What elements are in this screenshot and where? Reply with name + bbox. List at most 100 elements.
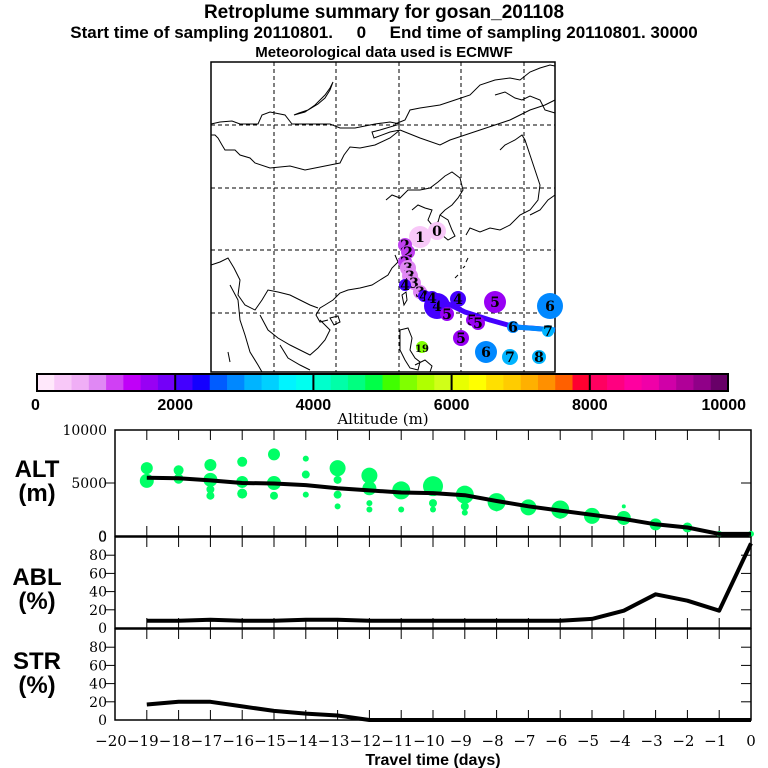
alt-scatter-point (429, 499, 437, 508)
alt-scatter-point (366, 506, 373, 513)
colorbar-cell (347, 374, 366, 391)
alt-scatter-point (237, 488, 248, 499)
alt-scatter-point (302, 455, 309, 462)
colorbar-cell (624, 374, 643, 391)
alt-scatter-point (334, 503, 341, 510)
str-label: STR (13, 648, 61, 675)
alt-scatter-point (621, 504, 626, 509)
colorbar-cell (192, 374, 211, 391)
altitude-colorbar: 0 2000 4000 6000 8000 10000 Altitude (m) (31, 373, 746, 428)
plume-cluster-circle (537, 293, 563, 319)
coastlines (210, 64, 556, 373)
x-tick-label: −10 (413, 732, 445, 750)
plume-cluster-marker: 5 (471, 316, 485, 332)
plume-cluster-circle (532, 350, 546, 364)
plume-cluster-day-label: 0 (432, 224, 442, 240)
plume-cluster-day-label: 1 (415, 230, 425, 246)
alt-label: ALT (14, 456, 60, 483)
plume-cluster-marker: 4 (425, 291, 439, 307)
str-y-tick-label: 80 (89, 640, 107, 656)
colorbar-cell (710, 374, 729, 391)
colorbar-cell (227, 374, 245, 391)
plume-cluster-day-label: 6 (545, 299, 555, 315)
abl-y-tick-label: 40 (89, 585, 107, 601)
colorbar-cell (607, 374, 625, 391)
alt-scatter-point (206, 485, 215, 494)
x-tick-label: −18 (159, 732, 191, 750)
colorbar-cell (417, 374, 435, 391)
plume-cluster-circle (542, 325, 554, 337)
alt-scatter-point (140, 462, 153, 475)
alt-scatter-point (398, 506, 405, 513)
colorbar-cell (157, 374, 176, 391)
colorbar-cell (693, 374, 712, 391)
chart-title: Retroplume summary for gosan_201108 (203, 2, 565, 23)
colorbar-tick-label: 2000 (157, 397, 193, 414)
plume-cluster-circle (450, 291, 466, 307)
colorbar-cell (71, 374, 90, 391)
alt-scatter-point (268, 448, 280, 461)
colorbar-cell (261, 374, 280, 391)
colorbar-cell (123, 374, 142, 391)
plume-cluster-circle (471, 316, 485, 330)
plume-cluster-marker: 7 (542, 324, 554, 340)
x-tick-label: −6 (545, 732, 567, 750)
plume-cluster-marker: 0 (428, 222, 446, 240)
colorbar-cell (382, 374, 401, 391)
plume-cluster-day-label: 7 (505, 350, 515, 366)
plume-cluster-marker: 6 (537, 293, 563, 319)
plume-cluster-day-label: 5 (456, 331, 466, 347)
abl-unit: (%) (18, 588, 56, 615)
plume-cluster-day-label: 4 (432, 299, 442, 315)
alt-series-line (146, 475, 751, 536)
alt-scatter-point (302, 491, 309, 498)
alt-y-tick-label: 5000 (71, 476, 107, 492)
colorbar-cell (244, 374, 263, 391)
x-tick-label: −9 (450, 732, 472, 750)
plume-cluster-day-label: 4 (453, 292, 463, 308)
alt-y-tick-label: 0 (98, 529, 107, 545)
alt-scatter-point (361, 467, 378, 484)
colorbar-cell (296, 374, 314, 391)
x-tick-label: −3 (641, 732, 663, 750)
plume-cluster-day-label: 6 (481, 345, 491, 361)
colorbar-cell (572, 374, 591, 391)
plume-cluster-circle (409, 226, 431, 248)
map-gridlines (211, 62, 555, 372)
x-tick-label: −19 (127, 732, 159, 750)
x-tick-label: −17 (191, 732, 223, 750)
plume-cluster-day-label: 4 (400, 278, 410, 294)
colorbar-cell (434, 374, 453, 391)
colorbar-cell (468, 374, 487, 391)
colorbar-cell (209, 374, 228, 391)
alt-scatter-point (430, 506, 436, 513)
x-tick-label: −2 (672, 732, 694, 750)
str-panel-label: STR (%) (2, 650, 72, 698)
plume-cluster-day-label: 3 (405, 269, 415, 285)
plume-cluster-day-label: 5 (490, 295, 500, 311)
str-y-tick-label: 20 (89, 695, 107, 711)
colorbar-tick-label: 8000 (572, 397, 608, 414)
plume-cluster-day-label: 2 (403, 245, 413, 261)
alt-scatter-point (461, 509, 468, 516)
x-tick-label: −14 (286, 732, 318, 750)
x-tick-label: −8 (482, 732, 504, 750)
abl-y-tick-label: 0 (98, 530, 107, 546)
str-series-line (146, 699, 751, 722)
abl-label: ABL (12, 564, 62, 591)
str-y-tick-label: 40 (89, 677, 107, 693)
x-tick-label: −7 (513, 732, 535, 750)
plume-cluster-day-label: 4 (419, 289, 429, 305)
plume-cluster-day-label: 5 (442, 307, 452, 323)
colorbar-cell (54, 374, 73, 391)
alt-unit: (m) (18, 480, 56, 507)
plume-cluster-day-label: 8 (534, 350, 544, 366)
str-y-tick-label: 60 (89, 658, 107, 674)
alt-panel: 10000 5000 0 (62, 423, 754, 545)
alt-scatter-point (329, 460, 346, 477)
colorbar-cell (555, 374, 574, 391)
plume-cluster-marker: 8 (532, 350, 546, 366)
x-tick-label: −11 (381, 732, 413, 750)
colorbar-cell (658, 374, 677, 391)
